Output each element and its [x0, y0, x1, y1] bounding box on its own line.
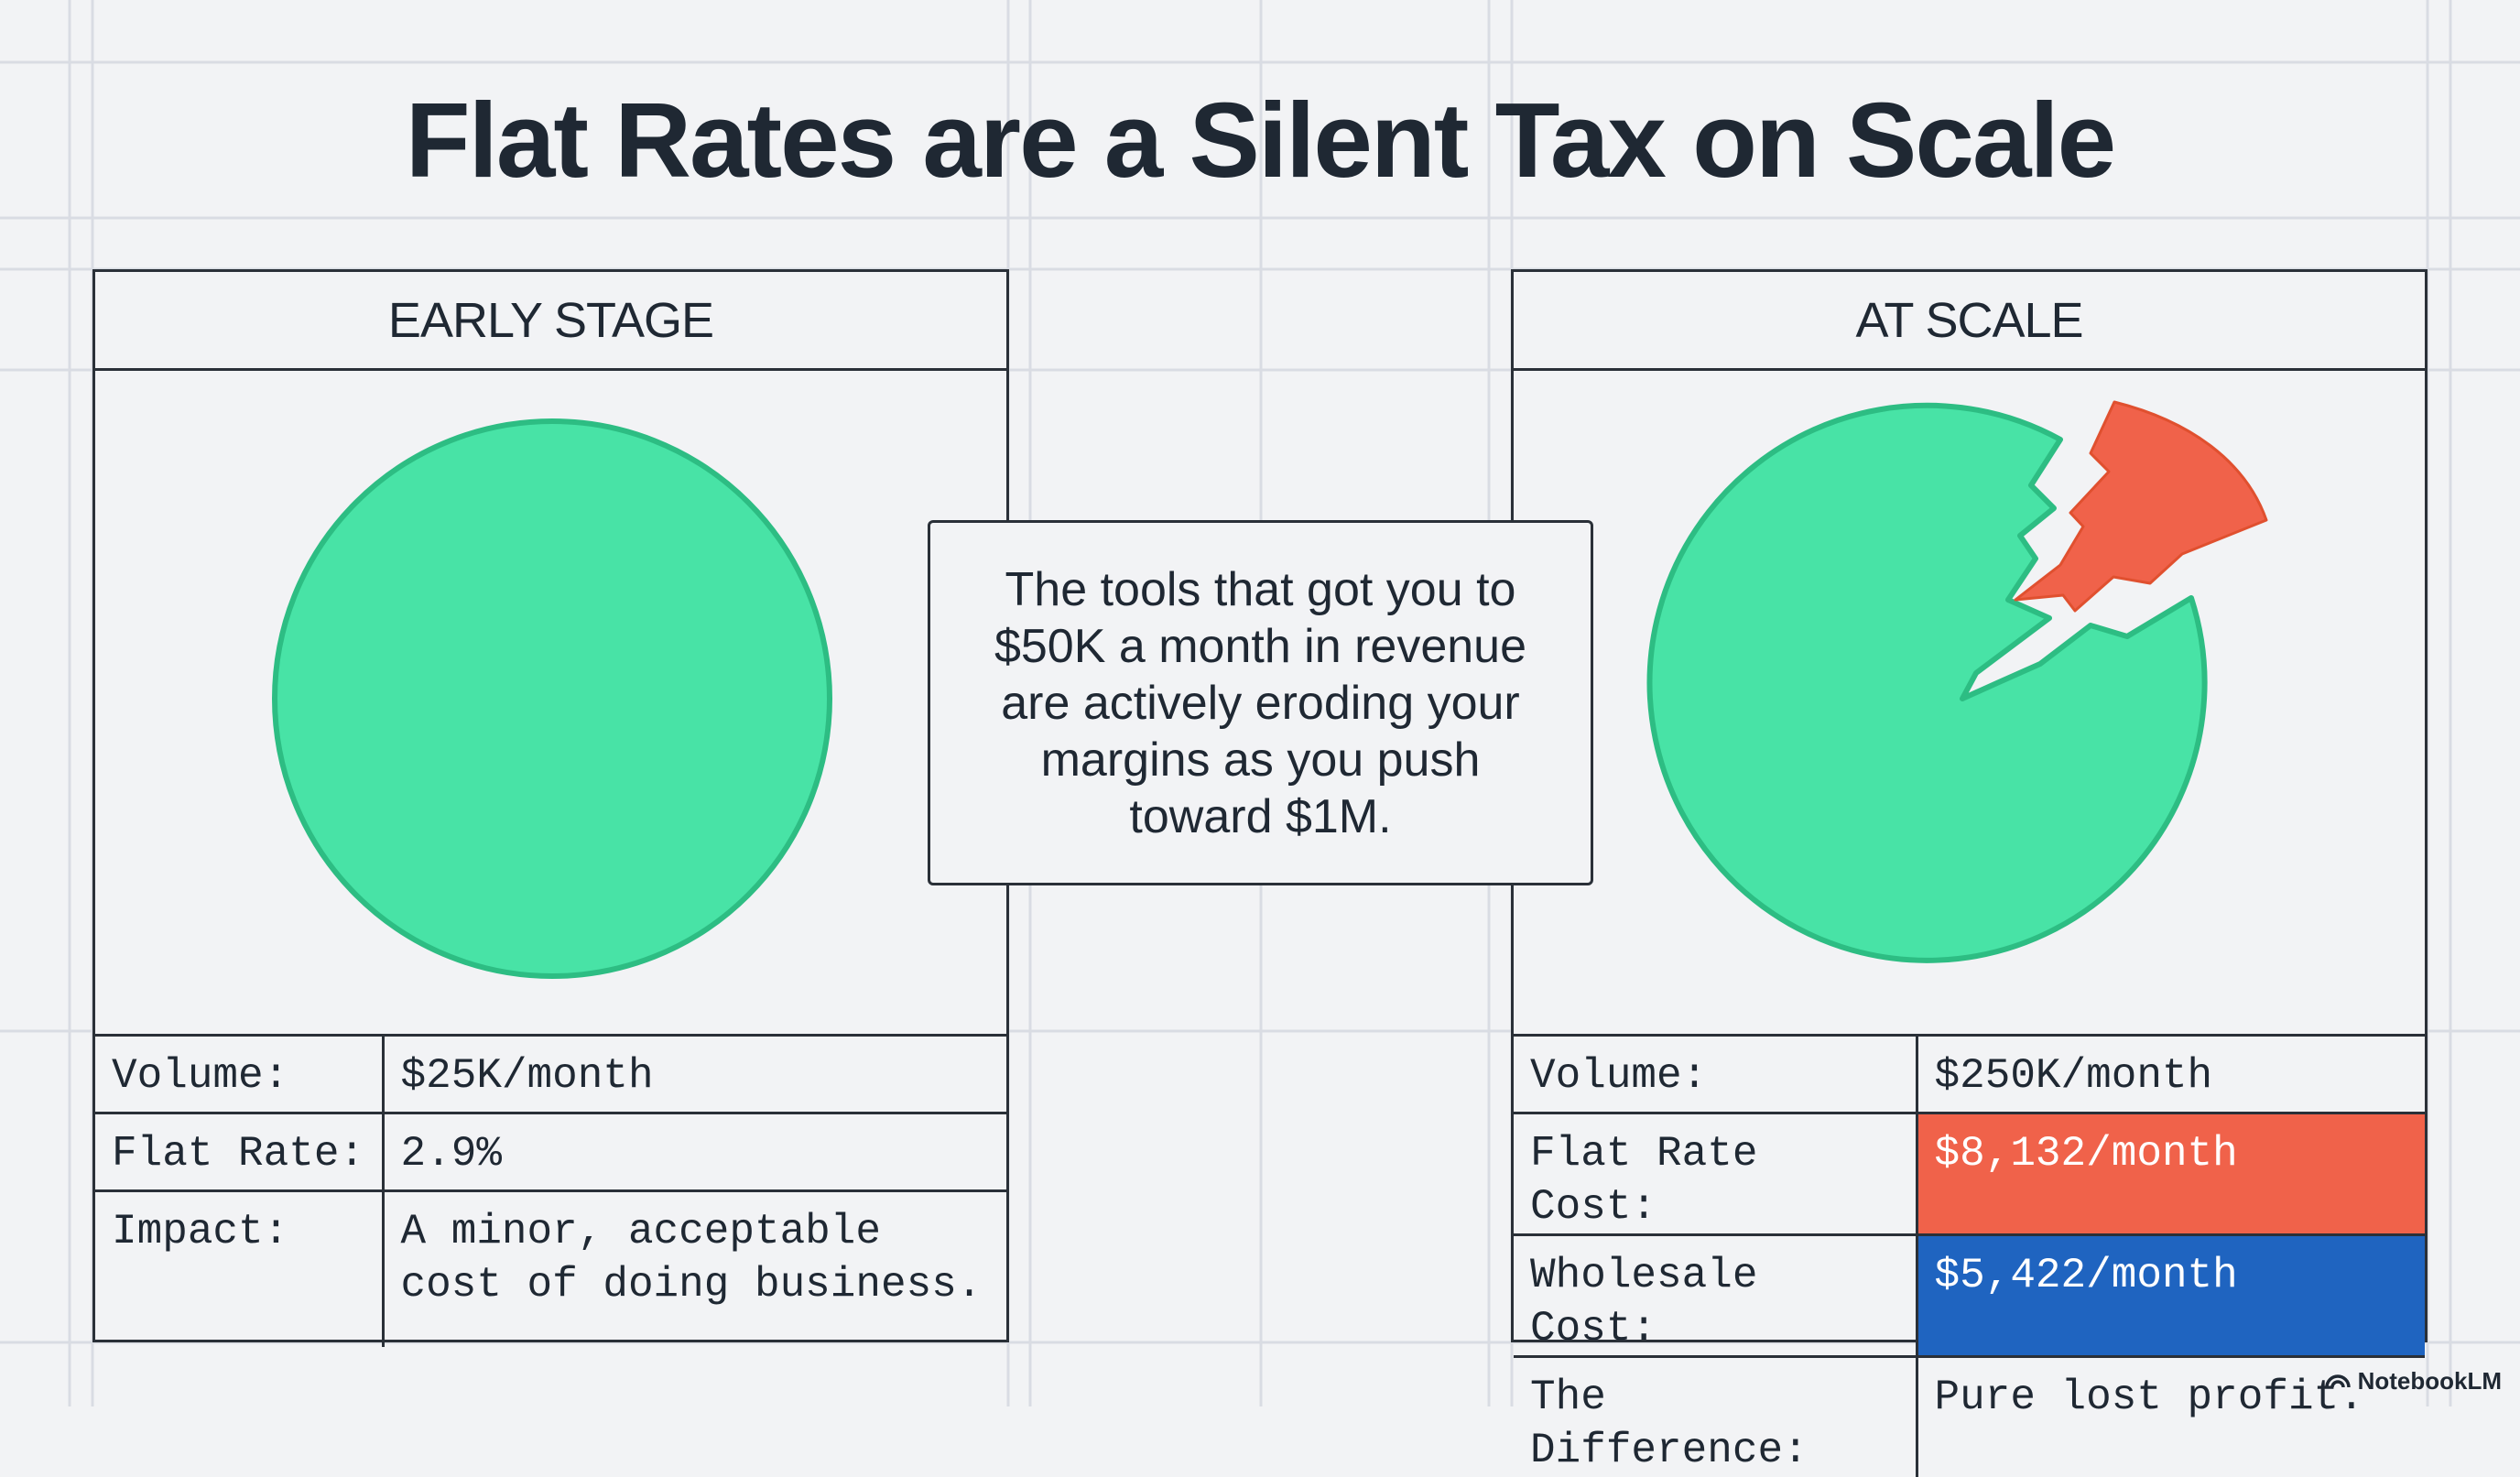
table-row: Volume: $250K/month — [1514, 1036, 2425, 1113]
brand-name: NotebookLM — [2358, 1367, 2502, 1396]
volume-label: Volume: — [95, 1036, 383, 1113]
early-stage-chart — [95, 371, 1006, 1034]
at-scale-panel: AT SCALE Volume: $250K/month Flat Rate C… — [1511, 269, 2428, 1342]
difference-label: The Difference: — [1514, 1357, 1917, 1477]
brand-watermark: NotebookLM — [2325, 1367, 2502, 1396]
table-row: Flat Rate: 2.9% — [95, 1113, 1006, 1191]
impact-value: A minor, acceptable cost of doing busine… — [383, 1191, 1006, 1347]
flat-rate-cost-label: Flat Rate Cost: — [1514, 1113, 1917, 1235]
callout-text: The tools that got you to $50K a month i… — [967, 561, 1554, 845]
table-row: The Difference: Pure lost profit. — [1514, 1357, 2425, 1477]
early-stage-table: Volume: $25K/month Flat Rate: 2.9% Impac… — [95, 1034, 1006, 1347]
table-row: Flat Rate Cost: $8,132/month — [1514, 1113, 2425, 1235]
flat-rate-value: 2.9% — [383, 1113, 1006, 1191]
callout-box: The tools that got you to $50K a month i… — [928, 520, 1593, 885]
table-row: Volume: $25K/month — [95, 1036, 1006, 1113]
flat-rate-cost-value: $8,132/month — [1917, 1113, 2425, 1235]
table-row: Impact: A minor, acceptable cost of doin… — [95, 1191, 1006, 1347]
early-stage-header: EARLY STAGE — [95, 272, 1006, 371]
at-scale-table: Volume: $250K/month Flat Rate Cost: $8,1… — [1514, 1034, 2425, 1477]
volume-value: $25K/month — [383, 1036, 1006, 1113]
volume-label: Volume: — [1514, 1036, 1917, 1113]
at-scale-chart — [1514, 371, 2425, 1034]
notebooklm-logo-icon — [2325, 1367, 2351, 1396]
early-stage-pie — [275, 421, 830, 976]
table-row: Wholesale Cost: $5,422/month — [1514, 1235, 2425, 1357]
volume-value: $250K/month — [1917, 1036, 2425, 1113]
wholesale-cost-label: Wholesale Cost: — [1514, 1235, 1917, 1357]
at-scale-header: AT SCALE — [1514, 272, 2425, 371]
early-stage-panel: EARLY STAGE Volume: $25K/month Flat Rate… — [92, 269, 1009, 1342]
wholesale-cost-value: $5,422/month — [1917, 1235, 2425, 1357]
page-title: Flat Rates are a Silent Tax on Scale — [0, 79, 2520, 201]
flat-rate-label: Flat Rate: — [95, 1113, 383, 1191]
impact-label: Impact: — [95, 1191, 383, 1347]
